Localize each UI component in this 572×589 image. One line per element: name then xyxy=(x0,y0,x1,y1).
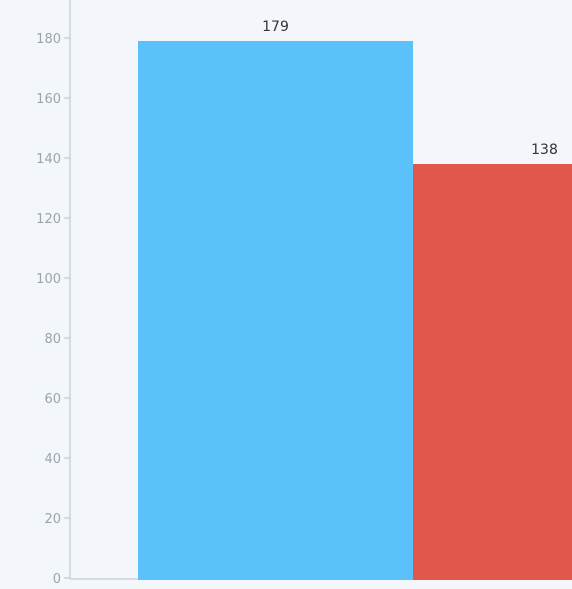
y-tick-label: 80 xyxy=(44,332,61,347)
bar-data-label: 179 xyxy=(262,19,289,35)
bars-layer xyxy=(138,41,572,580)
y-tick-label: 180 xyxy=(36,32,61,47)
y-tick-label: 160 xyxy=(36,92,61,107)
bar xyxy=(413,164,572,580)
y-tick-label: 140 xyxy=(36,152,61,167)
axis-layer: 0 20 40 60 80 100 120 140 160 180 xyxy=(36,0,138,587)
y-tick-label: 60 xyxy=(44,392,61,407)
bar xyxy=(138,41,413,580)
data-labels-layer: 179 138 xyxy=(262,19,558,158)
bar-data-label: 138 xyxy=(531,142,558,158)
y-tick-label: 100 xyxy=(36,272,61,287)
y-tick-label: 20 xyxy=(44,512,61,527)
y-tick-label: 40 xyxy=(44,452,61,467)
y-tick-label: 0 xyxy=(53,572,61,585)
y-tick-label: 120 xyxy=(36,212,61,227)
